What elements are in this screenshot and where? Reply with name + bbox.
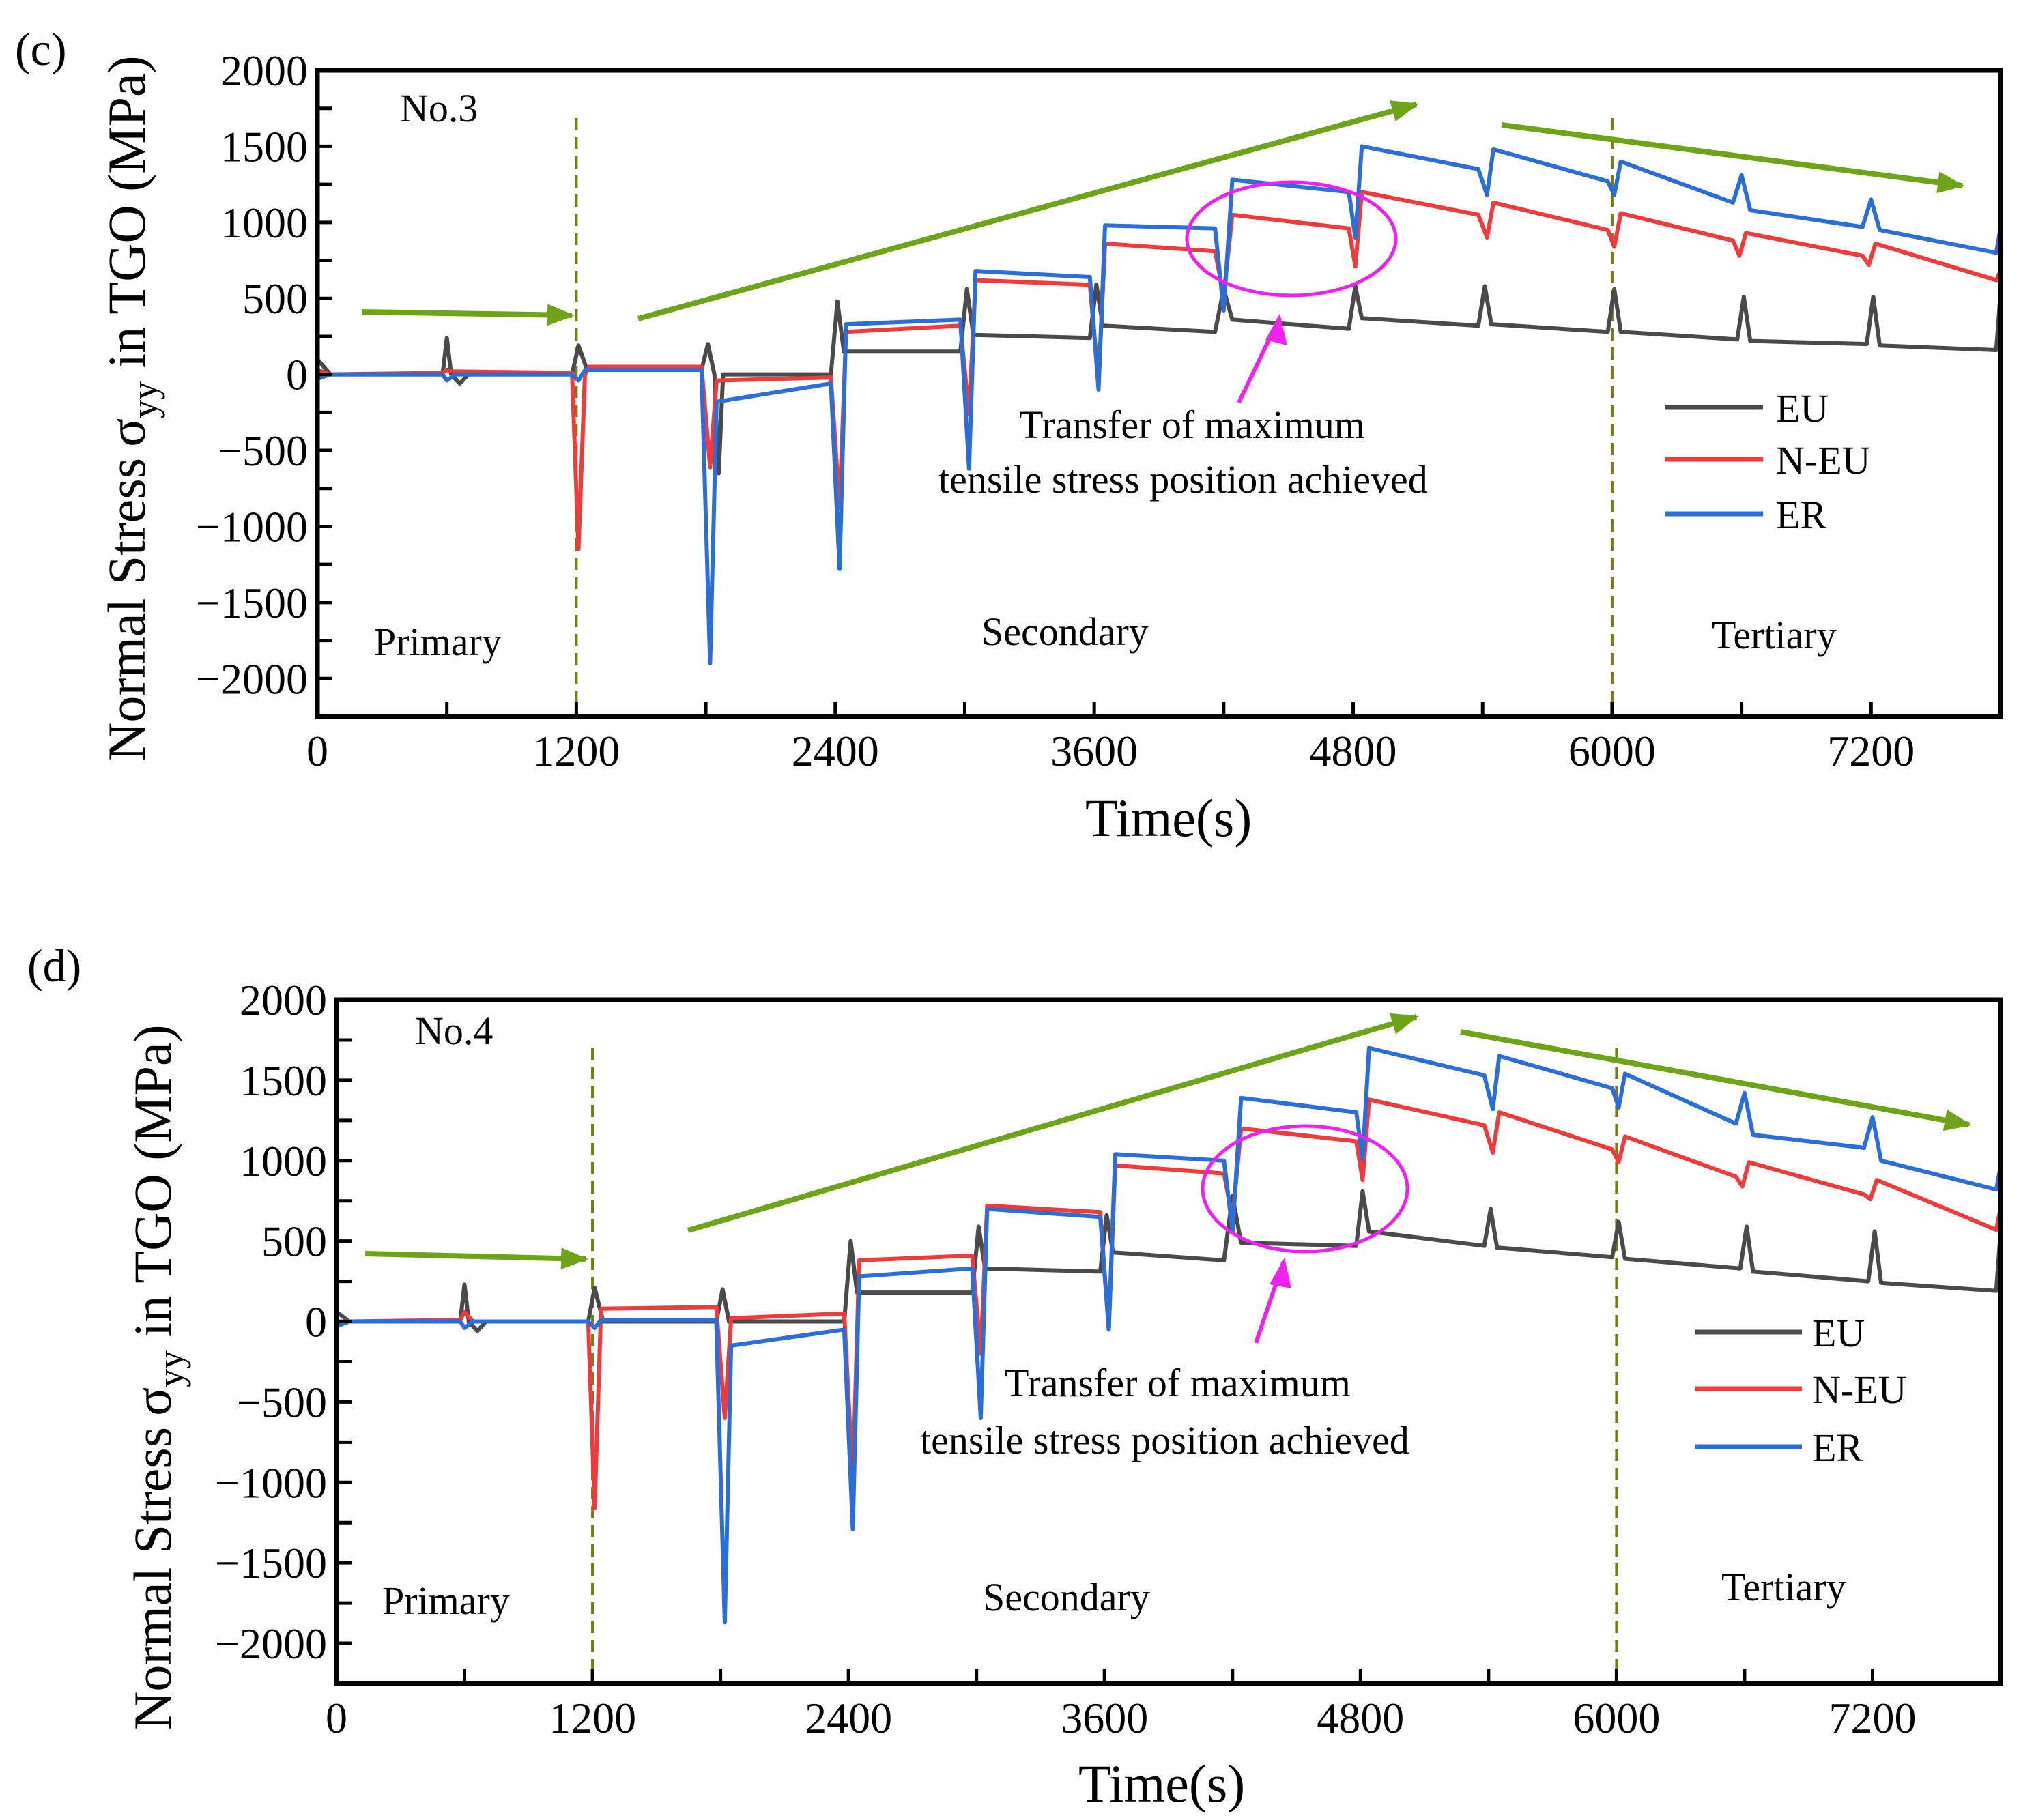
legend-label-eu: EU xyxy=(1812,1311,1865,1355)
annotation-arrowhead xyxy=(1270,1258,1291,1288)
legend-label-er: ER xyxy=(1776,493,1826,537)
highlight-ellipse xyxy=(1185,180,1398,298)
x-axis-title: Time(s) xyxy=(1078,1754,1245,1813)
series-layer xyxy=(334,1045,2003,1625)
x-tick-label: 7200 xyxy=(1827,727,1915,775)
trend-arrow-secondary xyxy=(637,100,1419,321)
y-axis-title: Normal Stressσyy in TGO (MPa) xyxy=(97,55,165,761)
highlight-ellipse xyxy=(1201,1124,1409,1254)
y-tick-label: 2000 xyxy=(220,46,308,95)
stage-secondary-label: Secondary xyxy=(983,1575,1150,1619)
trend-arrow-secondary xyxy=(687,1013,1419,1233)
plot-content xyxy=(575,118,1614,717)
panel-tag: (c) xyxy=(15,23,66,75)
y-tick-label: −2000 xyxy=(215,1619,327,1668)
y-tick-label: 1000 xyxy=(240,1137,327,1185)
x-tick-label: 2400 xyxy=(805,1694,892,1742)
series-line-eu xyxy=(334,1189,2003,1333)
annotation-line-2: tensile stress position achieved xyxy=(920,1418,1409,1462)
x-axis: 0 1200 2400 3600 4800 6000 7200 xyxy=(306,702,2003,775)
series-line-n-eu xyxy=(334,1097,2003,1510)
x-tick-label: 7200 xyxy=(1829,1694,1916,1742)
y-tick-label: −1000 xyxy=(215,1458,327,1507)
legend-label-neu: N-EU xyxy=(1812,1368,1907,1412)
y-tick-label: −500 xyxy=(218,427,308,475)
trend-arrow-primary xyxy=(361,304,575,326)
x-tick-label: 4800 xyxy=(1317,1694,1404,1742)
x-tick-label: 6000 xyxy=(1568,727,1656,775)
annotation-line-2: tensile stress position achieved xyxy=(938,457,1428,502)
legend-label-eu: EU xyxy=(1776,386,1829,431)
series-layer xyxy=(315,144,2003,665)
x-tick-label: 0 xyxy=(326,1694,347,1742)
x-tick-label: 3600 xyxy=(1061,1694,1148,1742)
y-axis: 2000 1500 1000 500 0 −500 −1000 −1500 −2000 xyxy=(215,976,352,1686)
series-line-er xyxy=(334,1045,2003,1625)
y-tick-label: 2000 xyxy=(240,976,327,1024)
annotation-line-1: Transfer of maximum xyxy=(1019,403,1365,447)
legend-label-neu: N-EU xyxy=(1776,438,1871,482)
x-tick-label: 4800 xyxy=(1310,727,1397,775)
x-tick-label: 1200 xyxy=(549,1694,636,1742)
y-tick-label: 0 xyxy=(286,351,308,399)
stage-primary-label: Primary xyxy=(382,1578,510,1623)
y-axis-title: Normal Stressσyy in TGO (MPa) xyxy=(123,1024,191,1730)
x-tick-label: 6000 xyxy=(1573,1694,1660,1742)
trend-arrow-primary xyxy=(364,1247,588,1270)
legend: EU N-EU ER xyxy=(1695,1311,1907,1470)
x-tick-label: 2400 xyxy=(792,727,879,775)
y-tick-label: −500 xyxy=(237,1378,327,1426)
y-tick-label: −1000 xyxy=(196,502,308,551)
x-tick-label: 1200 xyxy=(532,727,620,775)
annotation-line-1: Transfer of maximum xyxy=(1005,1361,1351,1405)
y-tick-label: 1000 xyxy=(220,199,308,247)
x-tick-label: 0 xyxy=(306,727,328,775)
annotation-arrowhead xyxy=(1265,314,1287,345)
stage-secondary-label: Secondary xyxy=(981,609,1149,654)
panel-d: (d) No.4 0 1200 2400 3600 4800 6000 7200 2000 1… xyxy=(27,940,2003,1813)
panel-c: (c) No.3 0 1200 2400 3600 4800 6000 7200 2000 1… xyxy=(15,23,2003,848)
x-tick-label: 3600 xyxy=(1050,727,1138,775)
y-tick-label: 1500 xyxy=(240,1056,327,1105)
plot-frame xyxy=(315,68,2003,719)
series-line-er xyxy=(315,144,2003,665)
y-axis: 2000 1500 1000 500 0 −500 −1000 −1500 −2000 xyxy=(196,46,332,719)
y-tick-label: 1500 xyxy=(220,122,308,171)
y-tick-label: 500 xyxy=(242,274,308,323)
y-tick-label: −2000 xyxy=(196,654,308,703)
x-axis-title: Time(s) xyxy=(1085,788,1252,848)
x-axis: 0 1200 2400 3600 4800 6000 7200 xyxy=(326,1669,2003,1742)
y-tick-label: −1500 xyxy=(196,579,308,627)
sample-label: No.3 xyxy=(400,86,478,130)
y-tick-label: 0 xyxy=(305,1298,327,1346)
y-tick-label: 500 xyxy=(261,1217,327,1266)
legend-label-er: ER xyxy=(1812,1426,1863,1470)
legend: EU N-EU ER xyxy=(1665,386,1871,537)
plot-frame xyxy=(334,997,2003,1686)
trend-arrow-tertiary xyxy=(1501,122,1965,194)
trend-arrow-tertiary xyxy=(1460,1029,1972,1131)
stage-tertiary-label: Tertiary xyxy=(1712,613,1837,657)
y-tick-label: −1500 xyxy=(215,1539,327,1587)
sample-label: No.4 xyxy=(415,1009,493,1053)
panel-tag: (d) xyxy=(27,940,81,992)
stage-tertiary-label: Tertiary xyxy=(1721,1565,1846,1609)
stage-primary-label: Primary xyxy=(374,620,502,664)
